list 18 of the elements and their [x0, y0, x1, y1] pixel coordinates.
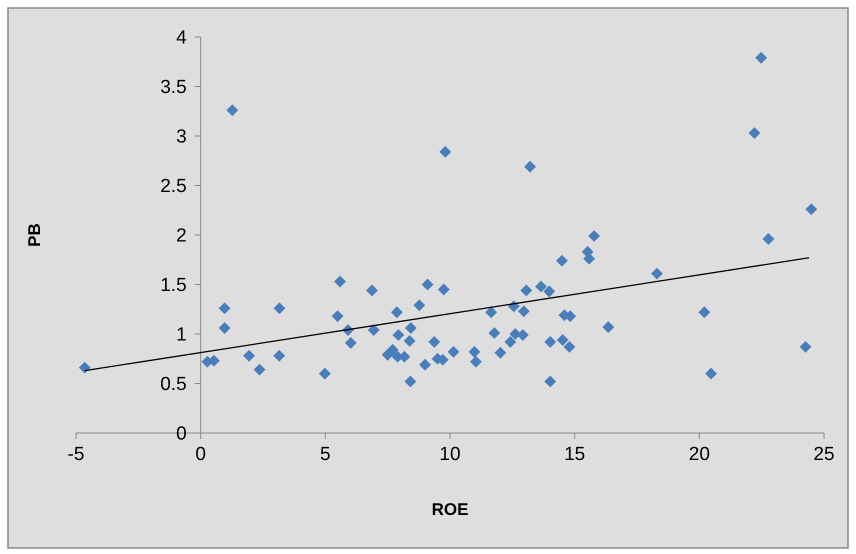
y-axis-title: PB	[25, 223, 44, 247]
x-tick-label: 0	[195, 444, 206, 465]
y-tick-label: 1.5	[160, 275, 187, 296]
y-tick-label: 0	[176, 424, 187, 445]
x-tick-label: 10	[439, 444, 461, 465]
y-tick-label: 0.5	[160, 374, 187, 396]
x-tick-label: 15	[564, 444, 586, 465]
y-tick-label: 3	[176, 126, 187, 148]
x-tick-label: 25	[813, 444, 835, 465]
x-axis-title: ROE	[432, 500, 468, 519]
y-tick-label: 2	[176, 226, 187, 247]
y-tick-label: 2.5	[160, 176, 187, 198]
x-tick-label: 5	[320, 444, 331, 465]
y-tick-label: 4	[176, 28, 188, 49]
y-tick-label: 3.5	[160, 77, 187, 98]
x-tick-label: -5	[68, 444, 84, 465]
y-tick-label: 1	[176, 324, 187, 346]
x-tick-label: 20	[688, 444, 710, 465]
